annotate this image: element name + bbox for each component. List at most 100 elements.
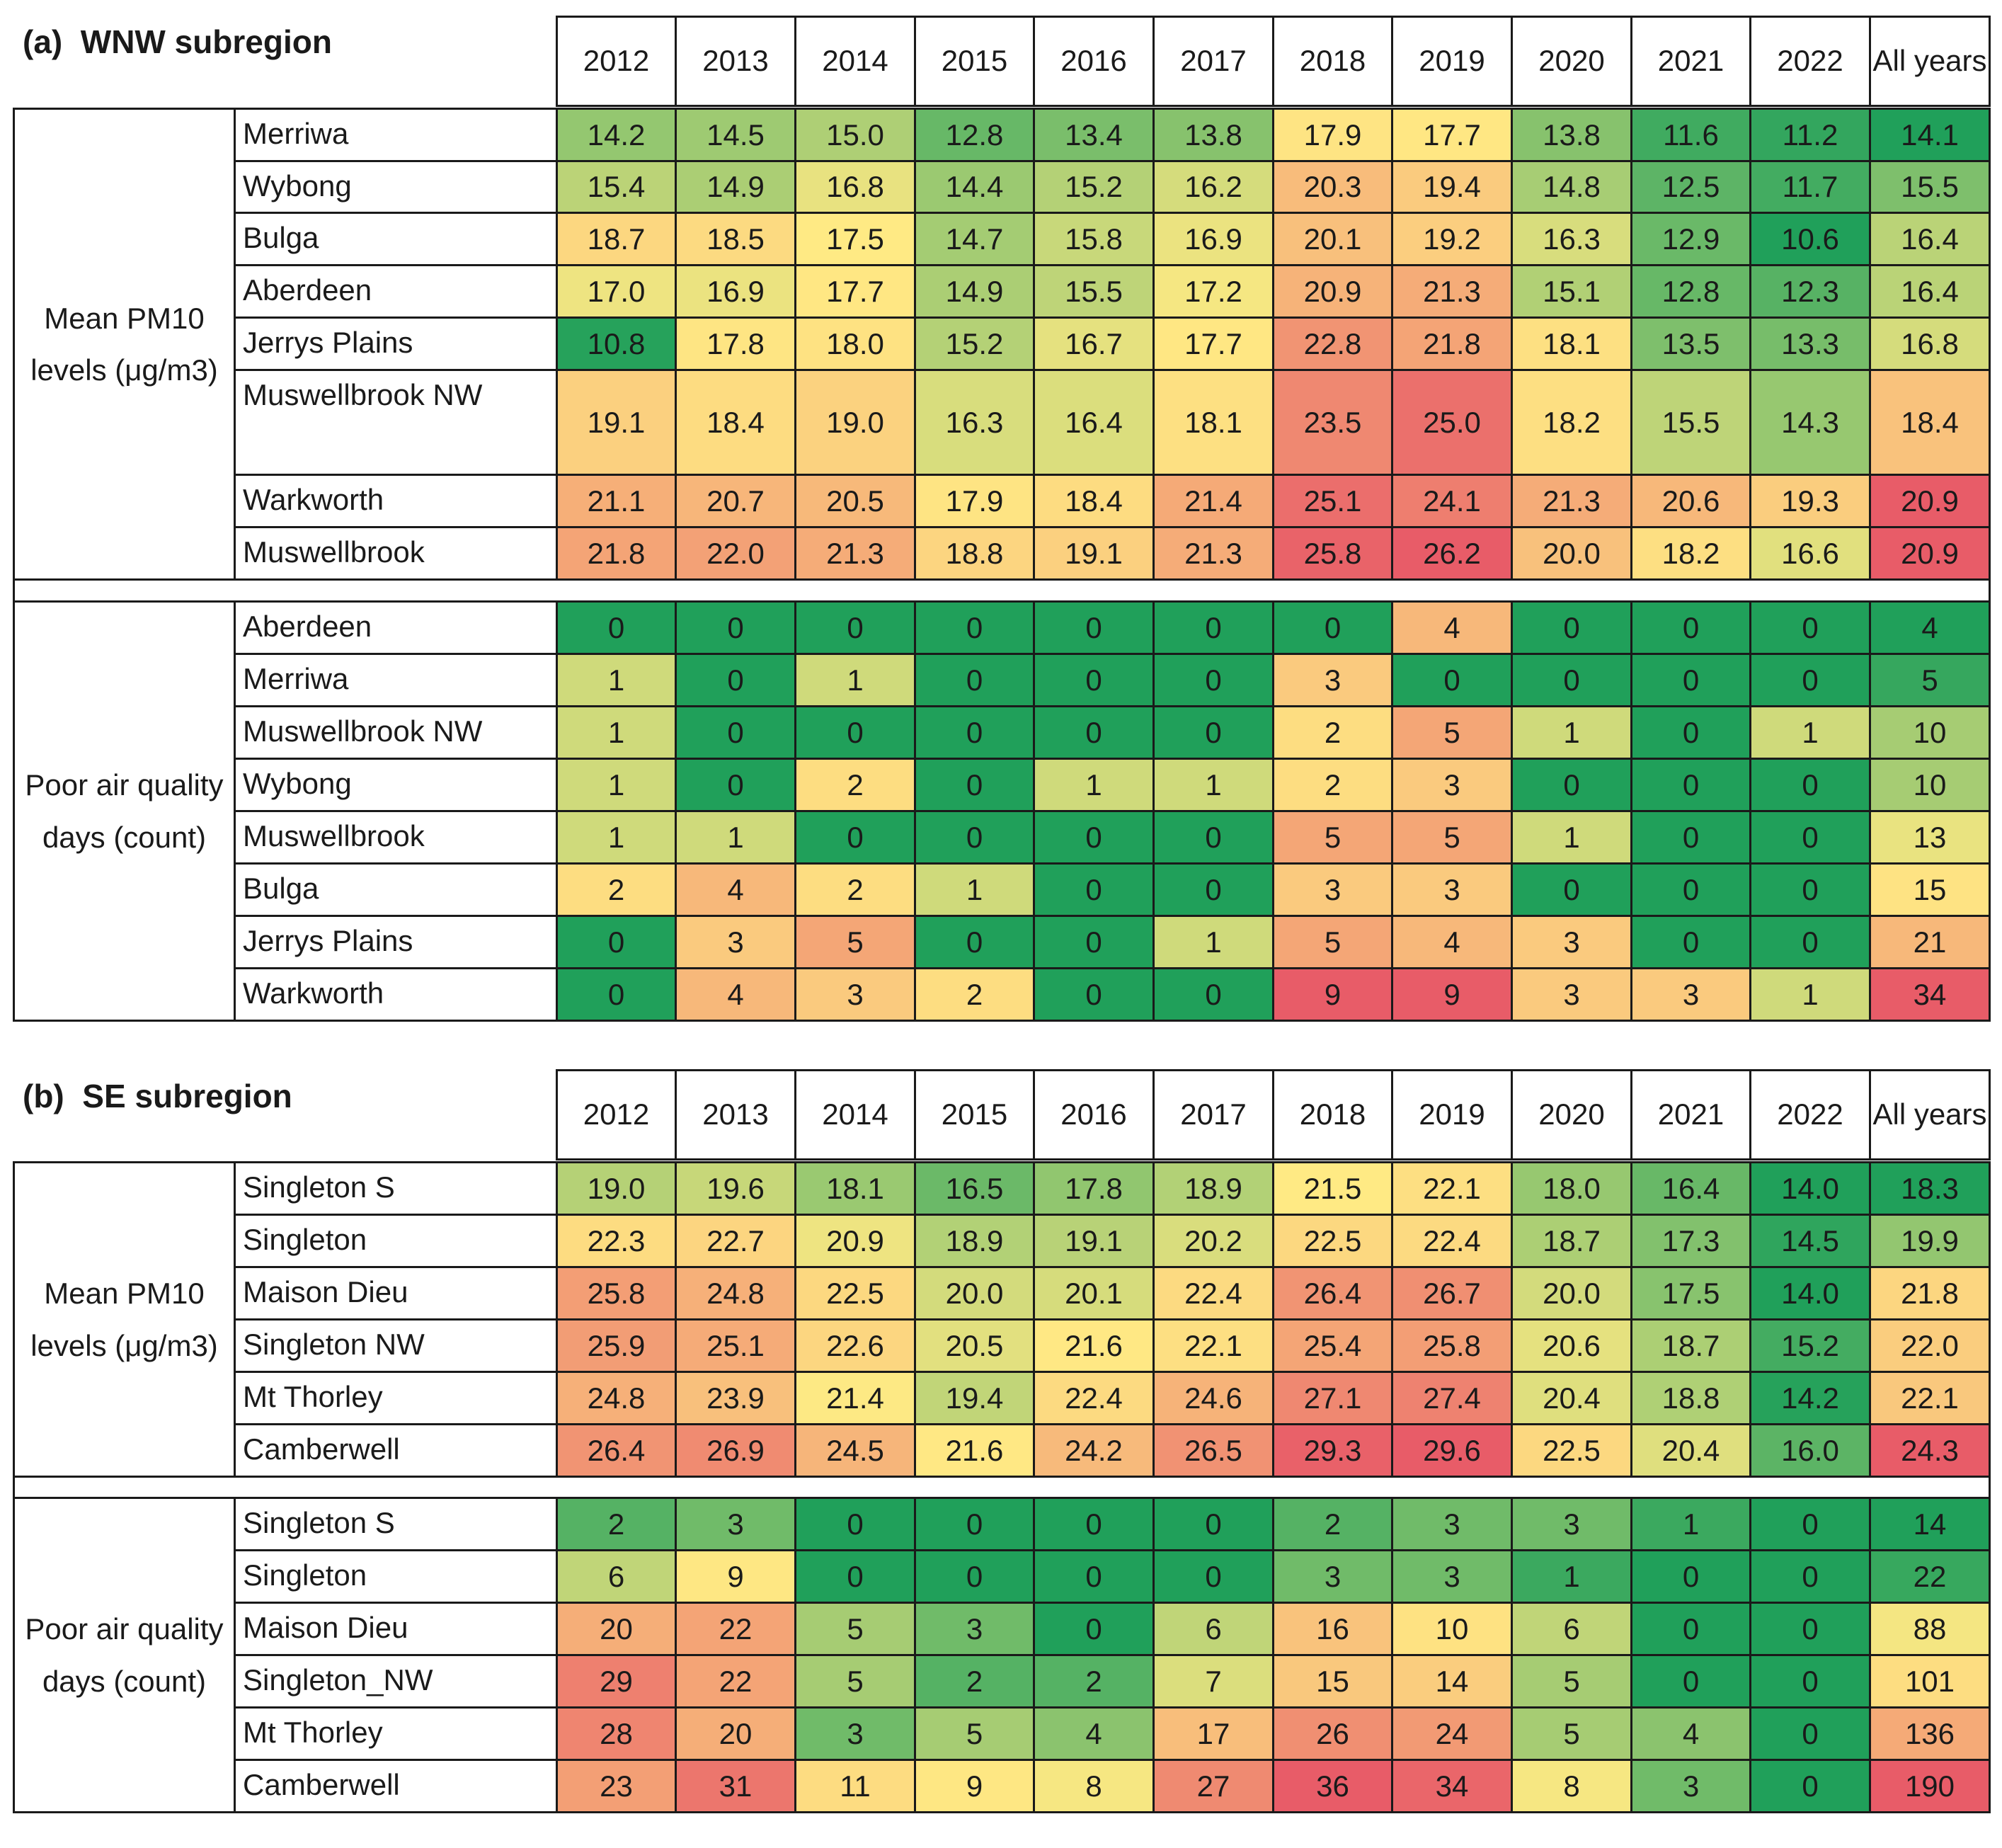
value-cell: 15.2 [1033,160,1155,214]
site-name: Mt Thorley [234,1706,558,1761]
value-cell: 24.6 [1152,1371,1274,1425]
value-cell: 24.1 [1391,474,1513,528]
value-cell: 14 [1869,1497,1991,1551]
value-cell: 18.4 [1869,369,1991,476]
value-cell: 4 [675,862,796,917]
value-cell: 26.7 [1391,1266,1513,1321]
value-cell: 0 [1272,600,1393,655]
value-cell: 8 [1511,1759,1632,1813]
column-header: 2017 [1152,1069,1274,1160]
value-cell: 17.0 [556,264,677,319]
value-cell: 4 [675,967,796,1022]
value-cell: 18.1 [794,1161,916,1216]
block-gap [13,1476,1991,1499]
value-cell: 0 [1152,862,1274,917]
value-cell: 1 [1511,810,1632,865]
value-cell: 0 [914,600,1035,655]
value-cell: 14.2 [556,108,677,162]
value-cell: 0 [1152,1549,1274,1604]
value-cell: 2 [794,758,916,812]
value-cell: 0 [914,758,1035,812]
value-cell: 27.4 [1391,1371,1513,1425]
value-cell: 4 [1869,600,1991,655]
site-name: Maison Dieu [234,1266,558,1321]
column-header: 2017 [1152,16,1274,107]
value-cell: 3 [1272,653,1393,707]
value-cell: 20.9 [1272,264,1393,319]
value-cell: 20.9 [1869,474,1991,528]
value-cell: 4 [1391,915,1513,969]
value-cell: 20 [675,1706,796,1761]
site-name: Singleton NW [234,1318,558,1373]
value-cell: 14.9 [675,160,796,214]
value-cell: 15.5 [1869,160,1991,214]
value-cell: 0 [1630,915,1751,969]
value-cell: 25.8 [556,1266,677,1321]
value-cell: 0 [1511,862,1632,917]
value-cell: 10.6 [1749,212,1871,266]
value-cell: 14.5 [675,108,796,162]
value-cell: 24.5 [794,1423,916,1478]
value-cell: 0 [1033,1549,1155,1604]
value-cell: 0 [556,967,677,1022]
block-label-text: Mean PM10 levels (μg/m3) [30,1277,218,1362]
value-cell: 3 [675,915,796,969]
value-cell: 20.5 [914,1318,1035,1373]
value-cell: 26.2 [1391,526,1513,581]
value-cell: 0 [675,705,796,760]
value-cell: 11 [794,1759,916,1813]
value-cell: 17.7 [1152,316,1274,371]
site-name: Singleton [234,1214,558,1268]
value-cell: 0 [1511,600,1632,655]
value-cell: 19.1 [1033,1214,1155,1268]
value-cell: 18.3 [1869,1161,1991,1216]
value-cell: 0 [1152,1497,1274,1551]
value-cell: 21.5 [1272,1161,1393,1216]
value-cell: 17.7 [794,264,916,319]
value-cell: 29 [556,1654,677,1709]
value-cell: 17.7 [1391,108,1513,162]
value-cell: 20.9 [1869,526,1991,581]
site-name: Aberdeen [234,600,558,655]
value-cell: 15.2 [914,316,1035,371]
value-cell: 14.5 [1749,1214,1871,1268]
value-cell: 11.2 [1749,108,1871,162]
value-cell: 0 [1033,653,1155,707]
value-cell: 17.2 [1152,264,1274,319]
value-cell: 0 [1749,1706,1871,1761]
value-cell: 15.8 [1033,212,1155,266]
value-cell: 20 [556,1602,677,1656]
value-cell: 18.8 [914,526,1035,581]
value-cell: 20.2 [1152,1214,1274,1268]
column-header: 2014 [794,1069,916,1160]
value-cell: 17.8 [675,316,796,371]
site-name: Singleton [234,1549,558,1604]
value-cell: 14.0 [1749,1161,1871,1216]
value-cell: 26 [1272,1706,1393,1761]
site-name: Singleton_NW [234,1654,558,1709]
value-cell: 24.2 [1033,1423,1155,1478]
value-cell: 18.9 [1152,1161,1274,1216]
value-cell: 23.5 [1272,369,1393,476]
value-cell: 14.8 [1511,160,1632,214]
value-cell: 0 [1152,810,1274,865]
value-cell: 15.1 [1511,264,1632,319]
value-cell: 14.3 [1749,369,1871,476]
value-cell: 3 [1391,1497,1513,1551]
value-cell: 0 [1749,653,1871,707]
value-cell: 16.3 [1511,212,1632,266]
column-header: 2013 [675,1069,796,1160]
value-cell: 21 [1869,915,1991,969]
value-cell: 0 [1152,705,1274,760]
block-label-text: Poor air quality days (count) [25,1612,224,1698]
value-cell: 20.0 [1511,1266,1632,1321]
value-cell: 22.4 [1152,1266,1274,1321]
value-cell: 16.7 [1033,316,1155,371]
value-cell: 15.4 [556,160,677,214]
site-name: Singleton S [234,1161,558,1216]
value-cell: 24.8 [675,1266,796,1321]
value-cell: 0 [794,1549,916,1604]
value-cell: 1 [1511,705,1632,760]
column-header: 2013 [675,16,796,107]
value-cell: 3 [1630,1759,1751,1813]
